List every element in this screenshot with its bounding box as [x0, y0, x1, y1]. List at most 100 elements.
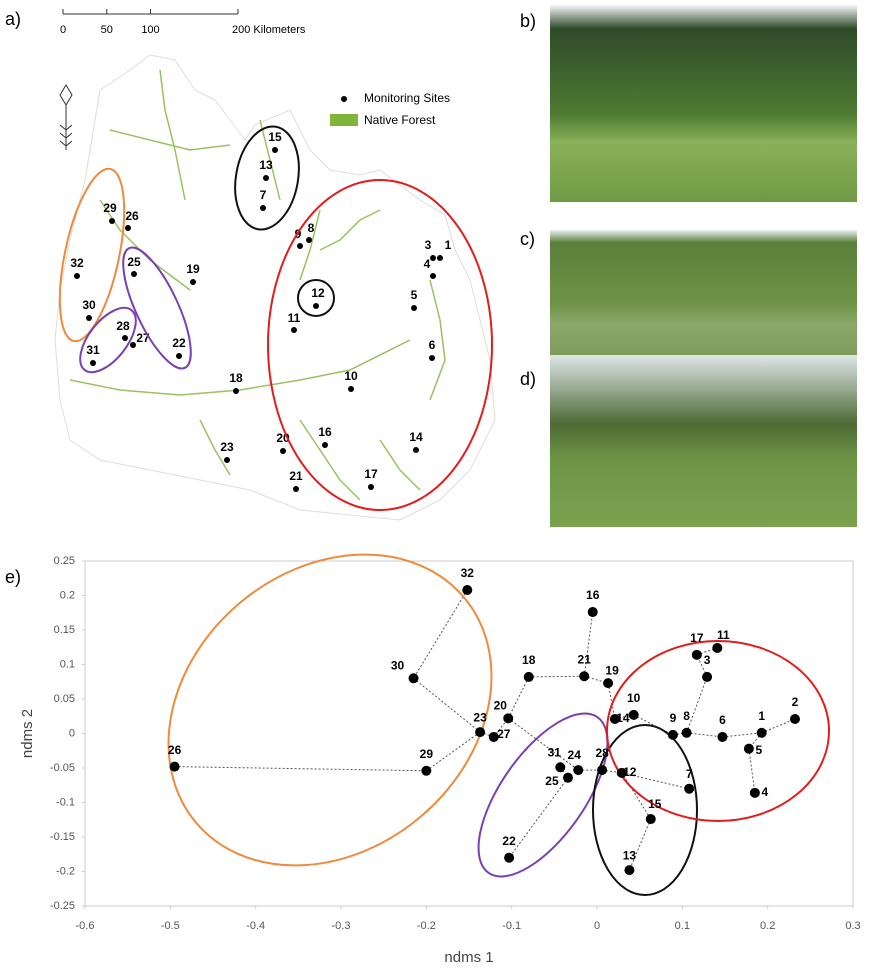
site-dot: [368, 484, 374, 490]
y-tick-label: -0.25: [50, 900, 75, 912]
x-axis-label: ndms 1: [444, 949, 493, 966]
point-label: 31: [548, 745, 562, 759]
scale-label: 50: [101, 24, 113, 36]
point-label: 9: [670, 711, 677, 725]
scale-label: 200 Kilometers: [232, 24, 306, 36]
point-label: 1: [758, 709, 765, 723]
site-label: 14: [409, 430, 423, 444]
point: [624, 865, 634, 875]
north-arrow: [60, 85, 72, 150]
group-ellipse: [106, 490, 554, 929]
site-label: 21: [289, 469, 303, 483]
point-label: 28: [595, 746, 609, 760]
point-label: 22: [502, 834, 516, 848]
site-label: 31: [86, 343, 100, 357]
x-tick-label: 0.2: [760, 920, 775, 932]
site-label: 8: [308, 221, 315, 235]
link: [687, 677, 707, 733]
point: [579, 671, 589, 681]
site-dot: [297, 243, 303, 249]
plot-frame: [85, 561, 853, 906]
point: [597, 765, 607, 775]
scale-label: 0: [60, 24, 66, 36]
point: [588, 607, 598, 617]
site-label: 1: [445, 238, 452, 252]
site-dot: [437, 255, 443, 261]
site-dot: [233, 388, 239, 394]
point-label: 19: [605, 663, 619, 677]
site-dot: [224, 457, 230, 463]
site-label: 28: [116, 319, 130, 333]
point-label: 24: [568, 748, 582, 762]
link: [414, 678, 481, 732]
site-label: 22: [172, 336, 186, 350]
site-dot: [86, 315, 92, 321]
link: [509, 778, 568, 858]
point: [555, 762, 565, 772]
site-dot: [190, 279, 196, 285]
point: [668, 730, 678, 740]
point: [744, 744, 754, 754]
point-label: 4: [762, 785, 769, 799]
point: [462, 585, 472, 595]
site-label: 15: [268, 130, 282, 144]
point: [682, 728, 692, 738]
site-label: 7: [260, 188, 267, 202]
site-label: 30: [82, 298, 96, 312]
site-dot: [348, 386, 354, 392]
link: [762, 719, 795, 733]
point: [409, 673, 419, 683]
link: [722, 733, 761, 737]
point-label: 30: [391, 658, 405, 672]
link: [584, 612, 593, 676]
point-label: 29: [420, 747, 434, 761]
point-label: 17: [690, 631, 704, 645]
site-dot: [413, 447, 419, 453]
panel-label: d): [520, 369, 536, 389]
legend-label: Native Forest: [364, 113, 436, 127]
point: [629, 710, 639, 720]
legend-label: Monitoring Sites: [364, 91, 450, 105]
link: [629, 819, 650, 870]
point-label: 8: [683, 709, 690, 723]
point: [504, 853, 514, 863]
photo-c: [550, 230, 857, 355]
x-tick-label: 0.3: [845, 920, 860, 932]
point-label: 7: [686, 767, 693, 781]
site-dot: [74, 273, 80, 279]
y-tick-label: -0.1: [56, 796, 75, 808]
site-dot: [122, 335, 128, 341]
point-label: 18: [522, 653, 536, 667]
site-dot: [263, 175, 269, 181]
point: [573, 765, 583, 775]
site-label: 5: [411, 288, 418, 302]
point: [712, 643, 722, 653]
link: [175, 767, 427, 771]
site-dot: [176, 353, 182, 359]
y-tick-label: -0.2: [56, 865, 75, 877]
panel-label: c): [520, 229, 535, 249]
site-label: 25: [127, 255, 141, 269]
page: {"panels": ["a)", "b)", "c)", "d)", "e)"…: [0, 0, 875, 972]
point: [503, 713, 513, 723]
y-tick-label: 0.25: [54, 555, 75, 567]
group-ellipse: [607, 641, 829, 821]
site-dot: [306, 237, 312, 243]
point: [603, 678, 613, 688]
site-label: 26: [125, 209, 139, 223]
point-label: 11: [717, 628, 730, 642]
legend-dot: [341, 96, 347, 102]
site-dot: [280, 448, 286, 454]
x-tick-label: -0.2: [417, 920, 436, 932]
site-dot: [313, 303, 319, 309]
y-tick-label: 0: [69, 727, 75, 739]
point-label: 2: [792, 695, 799, 709]
point-label: 13: [623, 848, 637, 862]
point-label: 10: [627, 691, 641, 705]
site-dot: [131, 271, 137, 277]
point-label: 16: [586, 588, 600, 602]
site-label: 6: [429, 338, 436, 352]
site-label: 13: [259, 158, 273, 172]
site-dot: [90, 360, 96, 366]
point-label: 32: [461, 566, 475, 580]
